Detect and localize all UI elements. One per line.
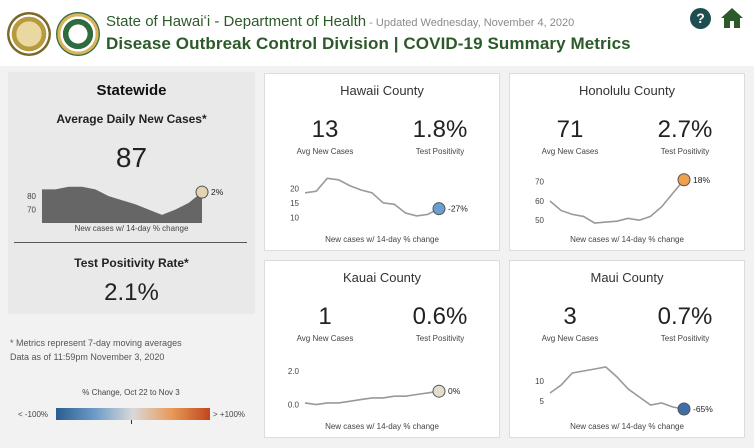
test-positivity-label: Test Positivity [660,334,710,343]
note-line-1: * Metrics represent 7-day moving average… [10,338,182,348]
latest-point [432,384,446,398]
change-label: 0% [448,386,461,396]
chart-caption: New cases w/ 14-day % change [325,422,439,431]
county-card-maui[interactable]: Maui County 3 Avg New Cases 0.7% Test Po… [509,260,745,438]
avg-new-cases-label: Avg New Cases [541,147,599,156]
county-title: Kauai County [342,270,422,285]
avg-new-cases-value: 3 [563,303,577,330]
y-tick-label: 60 [535,197,544,206]
legend-title: % Change, Oct 22 to Nov 3 [82,388,180,397]
state-seal-icon [7,12,51,56]
statewide-panel: Statewide Average Daily New Cases* 87 80… [8,72,255,314]
metrics-note: * Metrics represent 7-day moving average… [10,336,182,364]
change-label: -27% [448,204,468,214]
county-title: Honolulu County [578,83,676,98]
avg-new-cases-label: Avg New Cases [541,334,599,343]
y-tick-label: 70 [535,178,544,187]
chart-caption: New cases w/ 14-day % change [325,235,439,244]
page-title: Disease Outbreak Control Division | COVI… [106,34,631,53]
series-line [549,366,685,410]
statewide-sparkline: 80 70 2% [27,185,224,223]
y-tick-label: 10 [290,213,299,222]
maui-sparkline: 10 5 -65% [535,366,713,416]
test-positivity-label: Test Positivity [660,147,710,156]
y-tick-label: 10 [535,377,544,386]
county-card-kauai[interactable]: Kauai County 1 Avg New Cases 0.6% Test P… [264,260,500,438]
y-tick-label: 50 [535,216,544,225]
doh-seal-icon [56,12,100,56]
avg-new-cases-label: Avg New Cases [296,147,354,156]
kauai-sparkline: 2.0 0.0 0% [288,367,461,410]
test-positivity-value: 0.7% [657,303,713,330]
test-positivity-value: 1.8% [412,116,468,143]
series-area [42,186,202,223]
y-tick-label: 70 [27,206,36,215]
legend-zero-tick [131,420,132,424]
avg-new-cases-value: 71 [556,116,584,143]
y-tick-label: 5 [540,397,545,406]
avg-daily-cases-label: Average Daily New Cases* [56,112,207,126]
series-line [304,177,440,217]
latest-point [677,402,691,416]
chart-caption: New cases w/ 14-day % change [570,235,684,244]
dashboard-header: State of Hawaiʻi - Department of Health … [0,0,754,66]
y-tick-label: 2.0 [288,367,300,376]
avg-new-cases-label: Avg New Cases [296,334,354,343]
test-positivity-value: 2.7% [657,116,713,143]
y-tick-label: 80 [27,192,36,201]
legend-min-label: < -100% [18,410,49,419]
department-name: State of Hawaiʻi - Department of Health [106,13,367,30]
y-tick-label: 15 [290,199,299,208]
change-label: 2% [211,187,224,197]
test-positivity-value: 0.6% [412,303,468,330]
latest-point [195,185,209,199]
test-positivity-label: Test Positivity [415,147,465,156]
avg-new-cases-value: 1 [318,303,332,330]
y-tick-label: 0.0 [288,401,300,410]
statewide-title: Statewide [96,82,167,99]
statewide-chart-caption: New cases w/ 14-day % change [74,224,189,233]
county-card-hawaii[interactable]: Hawaii County 13 Avg New Cases 1.8% Test… [264,73,500,251]
help-icon[interactable]: ? [690,8,711,29]
latest-point [677,173,691,187]
department-title: State of Hawaiʻi - Department of Health … [106,13,574,30]
county-title: Hawaii County [340,83,424,98]
y-tick-label: 20 [290,184,299,193]
legend-color-scale [56,408,210,420]
legend-max-label: > +100% [213,410,246,419]
test-positivity-value: 2.1% [104,279,159,306]
note-line-2: Data as of 11:59pm November 3, 2020 [10,352,165,362]
test-positivity-label: Test Positivity Rate* [74,256,189,270]
chart-caption: New cases w/ 14-day % change [570,422,684,431]
series-line [304,390,440,406]
updated-date: - Updated Wednesday, November 4, 2020 [366,17,575,29]
divider [14,242,247,243]
hawaii-sparkline: 20 15 10 -27% [290,177,468,222]
change-label: -65% [693,404,713,414]
latest-point [432,202,446,216]
county-title: Maui County [590,270,664,285]
avg-daily-cases-value: 87 [115,142,148,173]
series-line [549,179,685,224]
home-icon[interactable] [720,6,744,30]
honolulu-sparkline: 70 60 50 18% [535,173,710,225]
avg-new-cases-value: 13 [311,116,339,143]
change-label: 18% [693,175,710,185]
county-card-honolulu[interactable]: Honolulu County 71 Avg New Cases 2.7% Te… [509,73,745,251]
test-positivity-label: Test Positivity [415,334,465,343]
